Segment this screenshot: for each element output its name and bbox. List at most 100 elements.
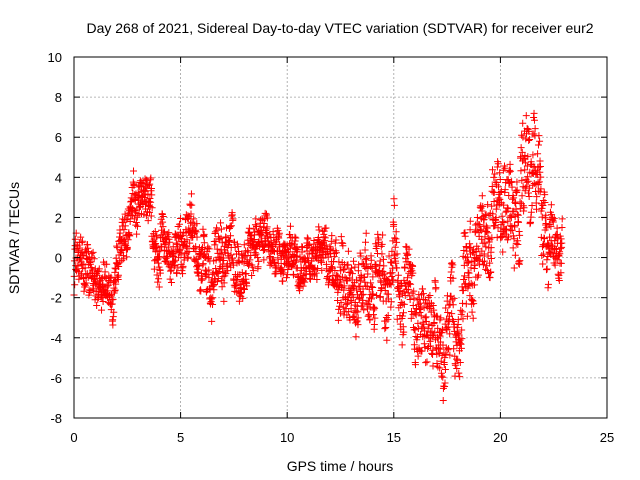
data-point bbox=[536, 137, 544, 145]
data-point bbox=[188, 201, 196, 209]
data-point bbox=[477, 227, 485, 235]
data-point bbox=[543, 265, 551, 273]
data-point bbox=[473, 214, 481, 222]
data-point bbox=[511, 251, 519, 259]
data-point bbox=[344, 247, 352, 255]
chart-title: Day 268 of 2021, Sidereal Day-to-day VTE… bbox=[86, 20, 593, 36]
data-point bbox=[240, 259, 248, 267]
data-point bbox=[443, 292, 451, 300]
data-point bbox=[482, 243, 490, 251]
data-point bbox=[434, 324, 442, 332]
data-point bbox=[351, 299, 359, 307]
x-tick-label: 20 bbox=[493, 430, 507, 445]
data-point bbox=[496, 195, 504, 203]
data-point bbox=[110, 308, 118, 316]
data-point bbox=[471, 281, 479, 289]
data-point bbox=[486, 259, 494, 267]
data-point bbox=[296, 283, 304, 291]
data-point bbox=[229, 254, 237, 262]
data-point bbox=[317, 244, 325, 252]
data-point bbox=[179, 262, 187, 270]
data-point bbox=[500, 201, 508, 209]
plot-frame bbox=[73, 56, 608, 419]
data-point bbox=[114, 271, 122, 279]
data-point bbox=[364, 270, 372, 278]
data-point bbox=[487, 268, 495, 276]
data-point bbox=[503, 225, 510, 233]
data-point bbox=[249, 267, 257, 275]
data-point bbox=[439, 373, 447, 381]
data-point bbox=[384, 311, 392, 319]
data-point bbox=[187, 190, 195, 198]
data-point bbox=[480, 215, 488, 223]
data-point bbox=[506, 160, 514, 168]
data-point bbox=[246, 256, 254, 264]
data-point bbox=[522, 135, 530, 143]
data-point bbox=[503, 204, 511, 212]
data-point bbox=[403, 274, 411, 282]
data-point bbox=[435, 350, 443, 358]
data-point bbox=[481, 257, 489, 265]
data-point bbox=[517, 144, 525, 152]
data-point bbox=[442, 350, 450, 358]
data-point bbox=[474, 245, 482, 253]
data-point bbox=[478, 207, 486, 215]
data-point bbox=[318, 266, 326, 274]
data-point bbox=[512, 205, 520, 213]
data-point bbox=[454, 316, 462, 324]
data-point bbox=[553, 224, 561, 232]
data-point bbox=[226, 237, 234, 245]
data-point bbox=[516, 231, 524, 239]
data-point bbox=[516, 198, 524, 206]
data-point bbox=[81, 264, 89, 272]
data-point bbox=[493, 179, 501, 187]
data-point bbox=[513, 186, 521, 194]
data-point bbox=[446, 351, 454, 359]
data-point bbox=[227, 251, 235, 259]
data-point bbox=[312, 269, 320, 277]
data-point bbox=[200, 230, 208, 238]
data-point bbox=[385, 252, 393, 260]
data-point bbox=[146, 194, 154, 202]
data-point bbox=[106, 274, 114, 282]
data-point bbox=[224, 267, 232, 275]
data-point bbox=[541, 199, 549, 207]
data-point bbox=[522, 159, 530, 167]
data-point bbox=[531, 125, 539, 133]
data-point bbox=[482, 265, 490, 273]
data-point bbox=[466, 240, 474, 248]
data-point bbox=[423, 358, 431, 366]
data-point bbox=[433, 312, 441, 320]
data-point bbox=[133, 222, 141, 230]
data-point bbox=[499, 248, 507, 256]
data-point bbox=[405, 280, 413, 288]
data-point bbox=[454, 329, 462, 337]
data-point bbox=[154, 278, 162, 286]
data-point bbox=[391, 234, 399, 242]
data-point bbox=[400, 300, 408, 308]
data-point bbox=[274, 259, 282, 267]
data-point bbox=[130, 181, 138, 189]
data-point bbox=[547, 222, 555, 230]
data-point bbox=[415, 300, 423, 308]
data-point bbox=[449, 261, 457, 269]
data-point bbox=[159, 213, 167, 221]
data-point bbox=[387, 259, 395, 267]
data-point bbox=[407, 280, 415, 288]
data-point bbox=[354, 314, 362, 322]
data-point bbox=[286, 222, 294, 230]
data-point bbox=[313, 254, 321, 262]
data-point bbox=[476, 252, 484, 260]
data-point bbox=[540, 250, 548, 258]
data-point bbox=[109, 321, 117, 329]
data-point bbox=[446, 330, 454, 338]
data-point bbox=[372, 261, 380, 269]
data-point bbox=[369, 290, 377, 298]
data-point bbox=[376, 257, 384, 265]
data-point bbox=[113, 259, 121, 267]
data-point bbox=[334, 316, 342, 324]
data-point bbox=[215, 235, 223, 243]
data-point bbox=[237, 288, 245, 296]
data-point bbox=[118, 247, 126, 255]
